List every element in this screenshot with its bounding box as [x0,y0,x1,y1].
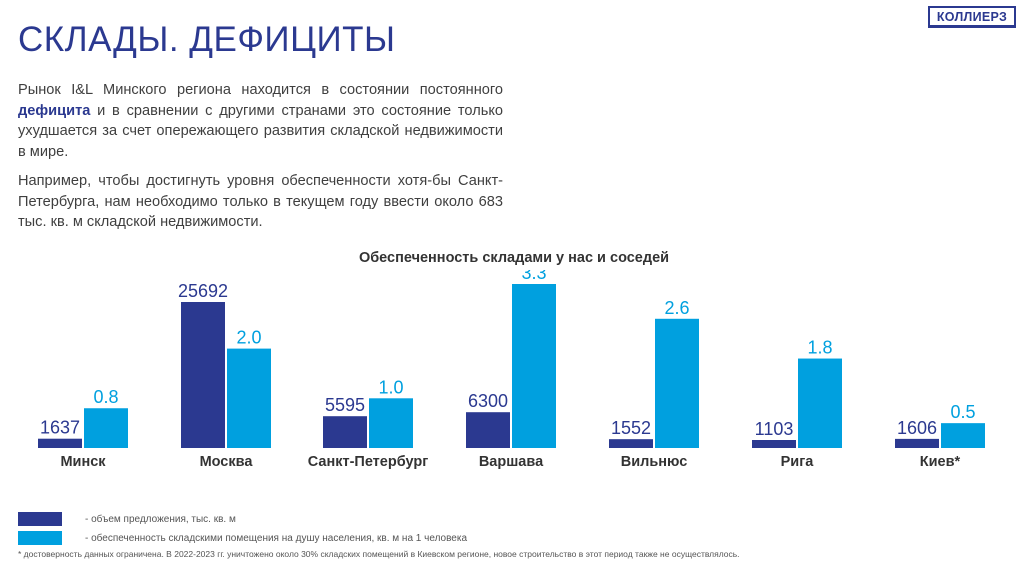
bar-chart: 1637 0.8 Минск 25692 2.0 Москва 5595 1.0 Санкт-П… [38,270,985,470]
deficit-highlight: дефицита [18,102,91,119]
legend-swatch-supply [18,512,62,526]
intro-text: Рынок I&L Минского региона находится в с… [18,80,503,242]
data-label-supply: 1103 [755,419,794,439]
data-label-per-capita: 3.3 [521,270,546,283]
bar-per-capita [512,284,556,448]
data-label-supply: 25692 [178,281,228,301]
category-label: Вильнюс [621,454,688,470]
data-label-per-capita: 0.5 [950,402,975,422]
legend-label-supply: - объем предложения, тыс. кв. м [85,514,236,525]
intro-p1-end: и в сравнении с другими странами это сос… [18,102,503,160]
data-label-supply: 5595 [325,395,365,415]
bar-per-capita [369,398,413,448]
chart-title: Обеспеченность складами у нас и соседей [358,250,670,266]
bar-per-capita [655,318,699,448]
data-label-per-capita: 2.6 [664,298,689,318]
intro-paragraph-1: Рынок I&L Минского региона находится в с… [18,80,503,162]
category-label: Киев* [920,454,961,470]
page-title: СКЛАДЫ. ДЕФИЦИТЫ [18,20,396,59]
data-label-per-capita: 2.0 [236,328,261,348]
bar-per-capita [798,358,842,448]
data-label-supply: 1552 [611,418,651,438]
data-label-supply: 1637 [40,418,80,438]
bar-supply [609,439,653,448]
category-label: Санкт-Петербург [308,454,429,470]
legend-swatch-per-capita [18,531,62,545]
legend-label-per-capita: - обеспеченность складскими помещения на… [85,533,468,544]
bar-per-capita [84,408,128,448]
logo-text: КОЛЛИЕРЗ [936,10,1008,24]
category-label: Москва [200,454,254,470]
bar-supply [323,416,367,448]
bar-supply [38,438,82,448]
intro-paragraph-2: Например, чтобы достигнуть уровня обеспе… [18,173,503,230]
bar-supply [181,302,225,448]
bar-supply [466,412,510,448]
footnote: * достоверность данных ограничена. В 202… [18,549,740,559]
company-logo: КОЛЛИЕРЗ [928,6,1016,28]
bar-supply [895,438,939,448]
data-label-per-capita: 1.8 [807,338,832,358]
bar-per-capita [227,348,271,448]
bar-supply [752,440,796,448]
category-label: Минск [60,454,106,470]
category-label: Варшава [479,454,544,470]
data-label-per-capita: 1.0 [378,377,403,397]
category-label: Рига [781,454,815,470]
data-label-supply: 6300 [468,391,508,411]
bar-per-capita [941,423,985,448]
data-label-per-capita: 0.8 [93,387,118,407]
intro-p1-start: Рынок I&L Минского региона находится в с… [18,82,503,98]
data-label-supply: 1606 [897,418,937,438]
